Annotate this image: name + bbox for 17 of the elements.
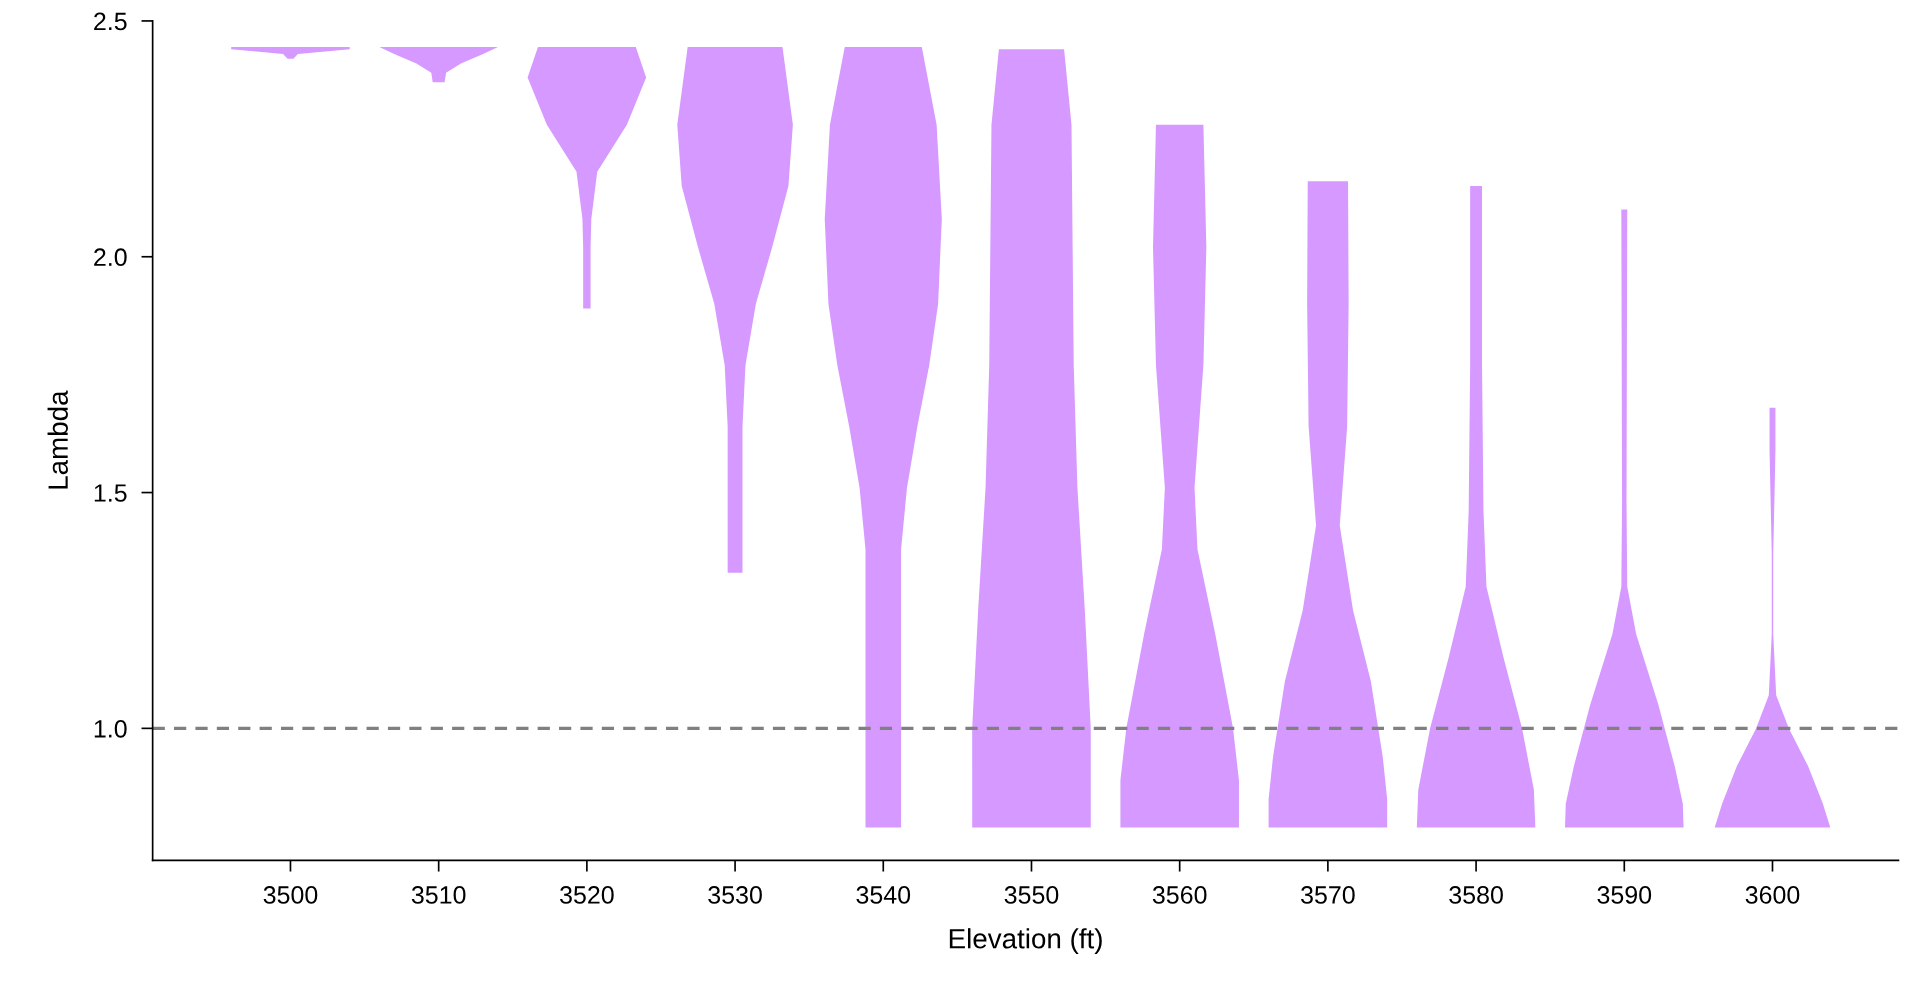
y-tick-label: 2.5	[94, 12, 127, 31]
x-tick-label: 3540	[856, 886, 911, 904]
y-tick-label: 2.0	[94, 248, 127, 267]
x-tick-label: 3530	[708, 886, 762, 904]
x-axis-title: Elevation (ft)	[949, 928, 1102, 955]
y-tick-label: 1.5	[94, 484, 127, 502]
x-tick-label: 3500	[263, 886, 318, 904]
x-tick-label: 3520	[560, 886, 614, 904]
x-tick-label: 3570	[1301, 886, 1355, 904]
y-tick-label: 1.0	[94, 719, 127, 738]
x-tick-label: 3560	[1152, 886, 1207, 904]
y-axis-title: Lambda	[47, 390, 68, 489]
x-tick-label: 3510	[411, 886, 466, 904]
x-tick-label: 3550	[1004, 886, 1059, 904]
x-tick-label: 3580	[1449, 886, 1503, 904]
x-tick-label: 3590	[1597, 886, 1652, 904]
x-tick-label: 3600	[1745, 886, 1800, 904]
